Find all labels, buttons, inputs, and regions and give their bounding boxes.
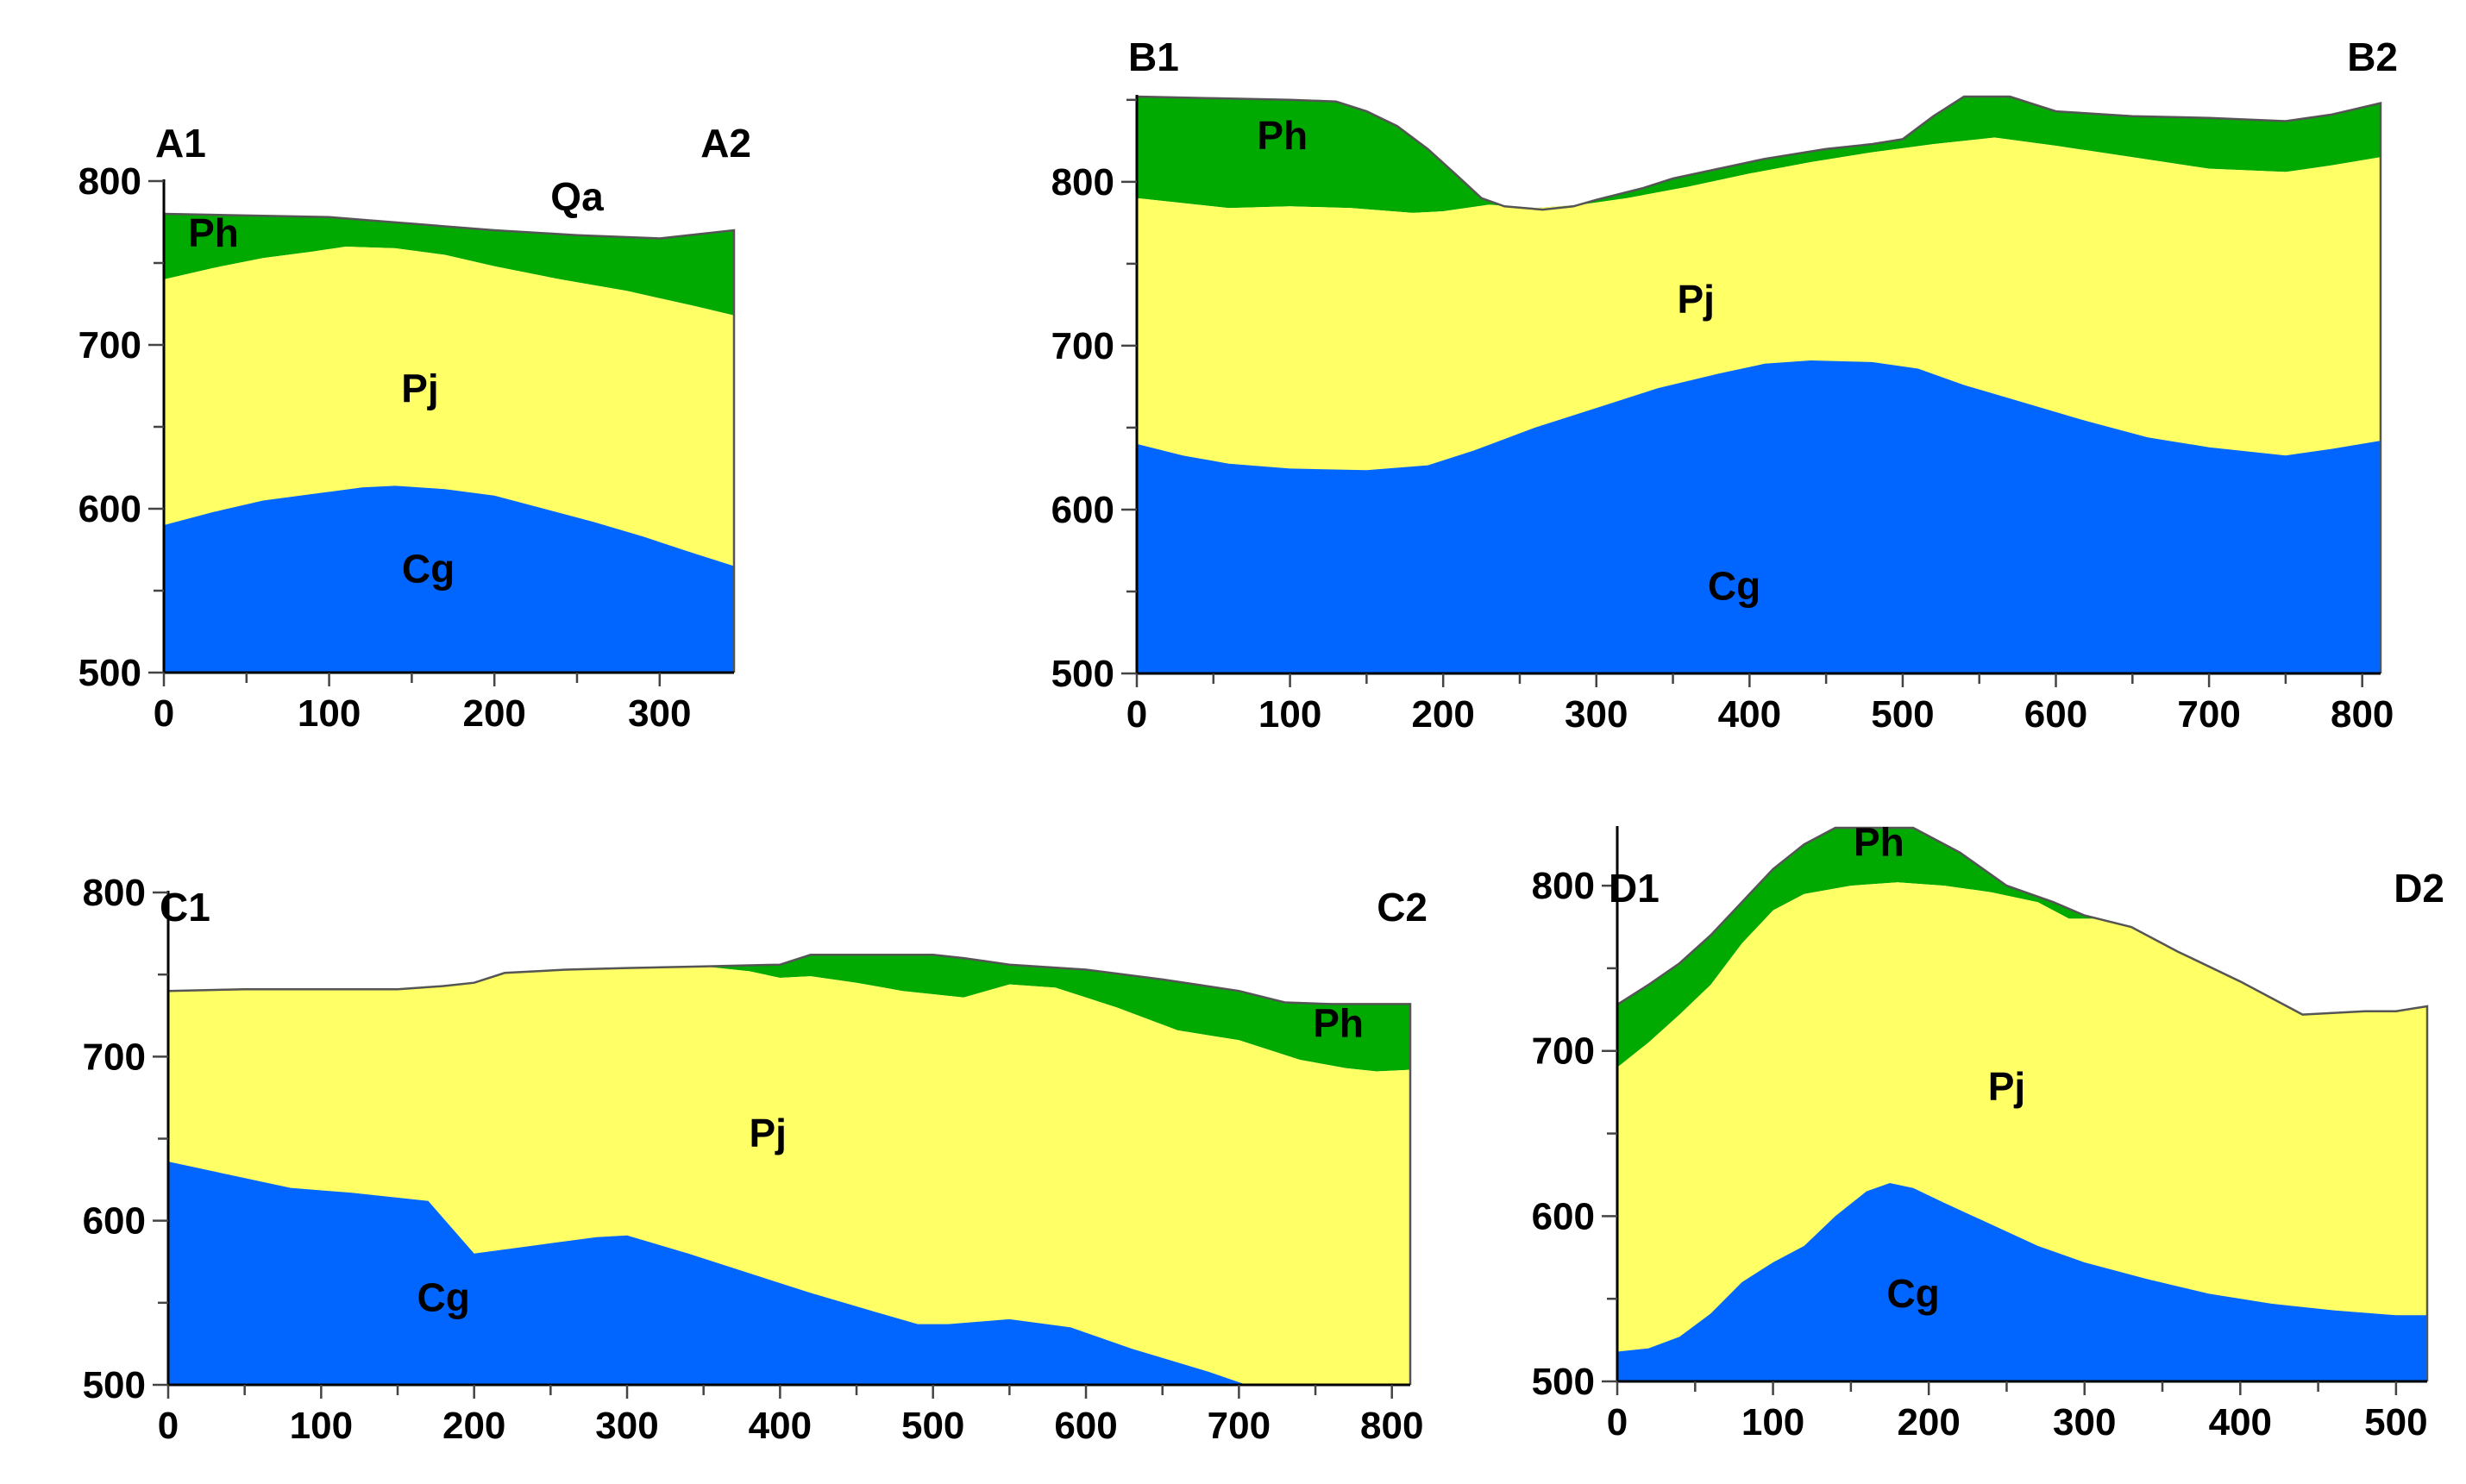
unit-label-cg: Cg <box>1886 1271 1939 1316</box>
x-tick-label-B: 500 <box>1871 693 1934 736</box>
y-tick-label-A: 700 <box>78 324 141 366</box>
section-end-label-A: A2 <box>700 121 751 166</box>
section-end-label-B: B2 <box>2347 34 2398 79</box>
x-tick-label-B: 600 <box>2024 693 2087 736</box>
x-tick-label-A: 300 <box>628 692 691 735</box>
x-tick-label-A: 100 <box>298 692 361 735</box>
y-tick-label-C: 600 <box>83 1200 146 1243</box>
section-outline-C <box>167 954 1412 1385</box>
layer-cg-area-B <box>1137 360 2381 673</box>
x-tick-label-A: 0 <box>154 692 174 735</box>
y-tick-label-C: 800 <box>83 872 146 914</box>
unit-label-qa: Qa <box>550 174 604 219</box>
unit-label-pj: Pj <box>749 1111 786 1155</box>
unit-label-ph: Ph <box>188 210 239 255</box>
cross-section-B: 500 600 700 800 0 100 200 300 400 500 600 700 800 B1 B… <box>1051 34 2398 736</box>
section-start-label-B: B1 <box>1128 34 1179 79</box>
x-tick-label-B: 400 <box>1718 693 1781 736</box>
y-tick-label-B: 600 <box>1051 489 1114 531</box>
x-tick-label-D: 100 <box>1741 1401 1804 1443</box>
x-tick-label-C: 600 <box>1054 1405 1117 1447</box>
unit-label-ph: Ph <box>1257 113 1308 158</box>
x-tick-label-A: 200 <box>462 692 525 735</box>
y-tick-label-B: 700 <box>1051 325 1114 367</box>
y-tick-label-A: 600 <box>78 488 141 530</box>
unit-label-pj: Pj <box>1677 277 1714 322</box>
cross-section-A: 500 600 700 800 0 100 200 300 A1 A2 Ph Qa Pj Cg <box>78 121 751 735</box>
y-tick-label-B: 500 <box>1051 653 1114 695</box>
unit-label-cg: Cg <box>417 1274 470 1319</box>
y-tick-label-D: 800 <box>1532 865 1595 907</box>
y-tick-label-D: 500 <box>1532 1361 1595 1403</box>
x-tick-label-C: 500 <box>901 1405 964 1447</box>
layer-cg-area-D <box>1617 1183 2427 1381</box>
x-tick-label-D: 300 <box>2053 1401 2116 1443</box>
y-tick-label-D: 700 <box>1532 1030 1595 1073</box>
section-outline-D <box>1616 826 2429 1381</box>
x-tick-label-D: 200 <box>1897 1401 1960 1443</box>
y-tick-label-A: 500 <box>78 652 141 694</box>
x-tick-label-D: 500 <box>2364 1401 2427 1443</box>
x-tick-label-C: 100 <box>290 1405 353 1447</box>
section-end-label-D: D2 <box>2394 866 2444 911</box>
x-tick-label-C: 400 <box>749 1405 812 1447</box>
layer-ph-area-D <box>1617 828 2427 1068</box>
x-tick-label-C: 200 <box>442 1405 505 1447</box>
layer-cg-area-A <box>164 485 734 673</box>
unit-label-pj: Pj <box>401 366 438 411</box>
x-tick-label-D: 0 <box>1607 1401 1628 1443</box>
x-tick-label-B: 0 <box>1126 693 1147 736</box>
layer-ph-area-C <box>168 955 1410 1072</box>
y-tick-label-C: 700 <box>83 1036 146 1078</box>
x-tick-label-B: 100 <box>1258 693 1321 736</box>
layer-cg-area-C <box>168 1162 1247 1385</box>
y-tick-label-D: 600 <box>1532 1195 1595 1237</box>
x-tick-label-C: 800 <box>1360 1405 1423 1447</box>
cross-section-C: 500 600 700 800 0 100 200 300 400 500 600 700 800 C1 C… <box>83 872 1428 1447</box>
y-tick-label-B: 800 <box>1051 161 1114 204</box>
x-tick-label-C: 700 <box>1208 1405 1271 1447</box>
unit-label-ph: Ph <box>1854 820 1904 865</box>
section-outline-B <box>1136 95 2382 673</box>
x-tick-label-B: 300 <box>1565 693 1628 736</box>
section-end-label-C: C2 <box>1377 885 1428 930</box>
x-tick-label-B: 800 <box>2331 693 2394 736</box>
section-start-label-D: D1 <box>1609 866 1660 911</box>
cross-section-D: 500 600 700 800 0 100 200 300 400 500 D1 D2 Ph Pj Cg <box>1532 820 2444 1443</box>
x-tick-label-C: 300 <box>595 1405 658 1447</box>
x-tick-label-B: 200 <box>1411 693 1474 736</box>
y-tick-label-C: 500 <box>83 1364 146 1406</box>
section-outline-A <box>163 212 736 673</box>
x-tick-label-D: 400 <box>2209 1401 2272 1443</box>
unit-label-ph: Ph <box>1313 1000 1364 1045</box>
x-tick-label-C: 0 <box>158 1405 179 1447</box>
unit-label-pj: Pj <box>1988 1064 2025 1109</box>
section-start-label-C: C1 <box>160 885 210 930</box>
section-start-label-A: A1 <box>155 121 206 166</box>
layer-ph-area-A <box>164 214 734 316</box>
x-tick-label-B: 700 <box>2177 693 2240 736</box>
y-tick-label-A: 800 <box>78 160 141 203</box>
unit-label-cg: Cg <box>1708 563 1760 608</box>
unit-label-cg: Cg <box>402 547 455 592</box>
layer-ph-area-B <box>1137 97 2381 213</box>
